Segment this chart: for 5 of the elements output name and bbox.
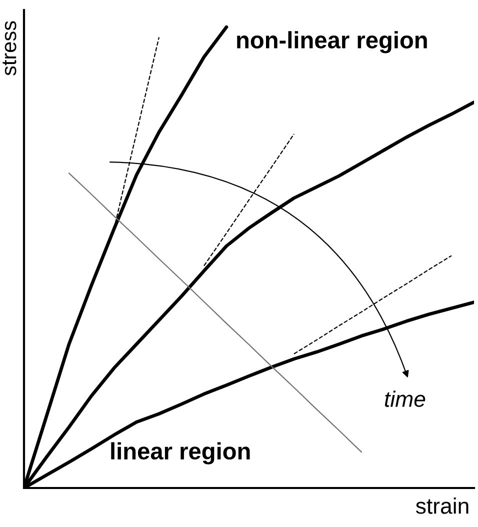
annotation: linear region [111, 442, 250, 464]
x-axis-title: strain [416, 498, 468, 514]
annotation: non-linear region [237, 31, 427, 54]
annotation: time [385, 390, 426, 407]
y-axis-title: stress [2, 21, 16, 76]
